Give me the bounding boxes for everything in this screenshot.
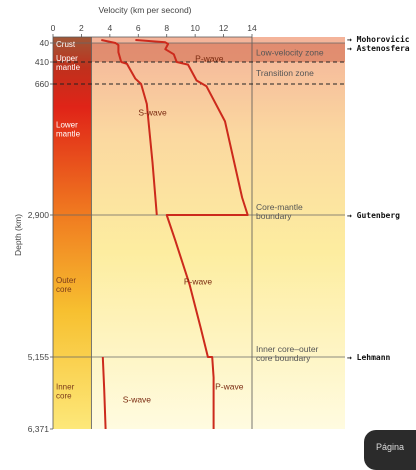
boundary-label: Core-mantle boundary (256, 202, 303, 221)
x-axis-title: Velocity (km per second) (98, 5, 191, 15)
x-tick-label: 0 (51, 23, 56, 33)
wave-label: S-wave (123, 394, 152, 404)
discontinuity-label: → Lehmann (347, 353, 391, 362)
y-tick-label: 2,900 (28, 210, 50, 220)
discontinuity-label: → Gutenberg (347, 211, 400, 220)
s-wave-line (101, 39, 158, 216)
x-tick-label: 2 (79, 23, 84, 33)
x-tick-label: 8 (164, 23, 169, 33)
wave-label: P-wave (195, 53, 224, 63)
boundary-lines (52, 36, 345, 429)
discontinuity-label: → Mohorovicic (347, 34, 410, 44)
y-axis-title: Depth (km) (13, 214, 23, 256)
wave-label: P-wave (184, 276, 213, 286)
layer-label: Crust (56, 40, 76, 49)
layer-label: Outer core (56, 276, 76, 294)
y-tick-label: 5,155 (28, 352, 50, 362)
x-tick-label: 14 (247, 23, 257, 33)
y-tick-label: 660 (35, 79, 49, 89)
discontinuity-label: → Astenosfera (347, 44, 410, 53)
x-tick-label: 6 (136, 23, 141, 33)
x-tick-label: 12 (219, 23, 229, 33)
layer-label: Upper mantle (56, 54, 81, 72)
layer-label: Inner core (56, 382, 75, 400)
zone-labels: Low-velocity zone Transition zone Core-man… (256, 48, 324, 364)
y-tick-label: 6,371 (28, 424, 50, 434)
boundary-label: Inner core–outer core boundary (256, 344, 319, 363)
layer-column (53, 37, 92, 429)
seismic-velocity-chart: Crust Upper mantle Lower mantle Outer core Inne… (13, 5, 410, 434)
plot-background (53, 37, 345, 429)
wave-series (101, 39, 249, 430)
x-tick-label: 4 (107, 23, 112, 33)
plot-fill (53, 37, 345, 429)
x-tick-label: 10 (190, 23, 200, 33)
layer-label: Lower mantle (56, 120, 81, 138)
wave-label: P-wave (215, 381, 244, 391)
page-badge[interactable]: Página (364, 430, 416, 470)
y-tick-label: 40 (40, 38, 50, 48)
zone-label: Transition zone (256, 68, 314, 78)
s-wave-line (101, 356, 107, 430)
x-axis: 0 2 4 6 8 10 12 14 (51, 23, 257, 37)
y-axis: 40 410 660 2,900 5,155 6,371 (28, 38, 53, 434)
y-tick-label: 410 (35, 57, 49, 67)
p-wave-line (135, 39, 249, 429)
discontinuity-labels: → Mohorovicic→ Astenosfera → Gutenberg → L… (347, 34, 410, 362)
zone-label: Low-velocity zone (256, 48, 324, 58)
wave-label: S-wave (138, 108, 167, 118)
layer-labels: Crust Upper mantle Lower mantle Outer core Inne… (56, 40, 81, 400)
upper-band (91, 43, 345, 62)
wave-labels: P-wave S-wave P-wave P-wave S-wave (123, 53, 244, 404)
